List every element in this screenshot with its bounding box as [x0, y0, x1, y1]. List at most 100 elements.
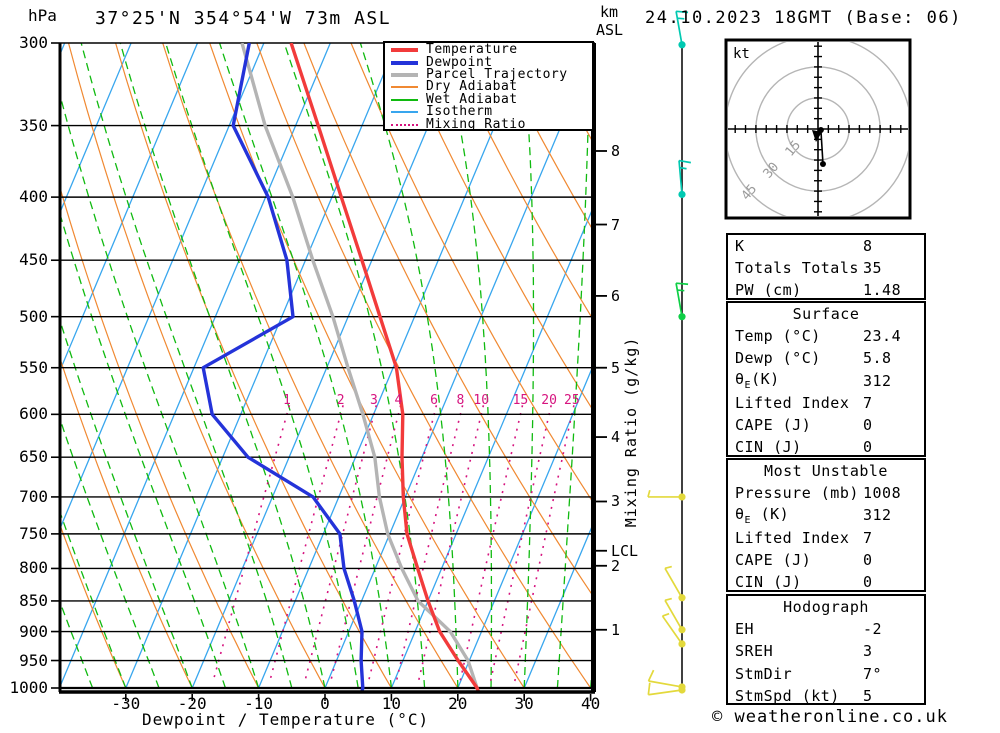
legend-item: Parcel Trajectory [385, 68, 592, 81]
mixing-ratio-value-label: 1 [283, 393, 291, 408]
pressure-tick-label: 500 [19, 306, 48, 326]
legend-label: Dewpoint [426, 54, 493, 70]
temp-tick-label: -20 [177, 694, 207, 713]
table-row-label: CAPE (J) [735, 416, 812, 435]
wind-barb [647, 682, 686, 696]
legend-item: Dewpoint [385, 54, 592, 70]
legend-label: Isotherm [426, 104, 493, 120]
table-row-label: CIN (J) [735, 438, 802, 457]
wind-barb [678, 159, 692, 199]
table-row-label: θE (K) [735, 504, 790, 526]
mixing-ratio-value-label: 2 [337, 393, 345, 408]
table-row-label: K [735, 237, 745, 256]
legend-label: Wet Adiabat [426, 91, 518, 107]
datetime-label: 24.10.2023 18GMT (Base: 06) [645, 8, 962, 28]
table-row-value: 8 [863, 237, 873, 256]
pressure-tick-label: 700 [19, 486, 48, 506]
table-row-value: 312 [863, 506, 892, 525]
wind-barb [647, 489, 686, 501]
pressure-tick-label: 550 [19, 357, 48, 377]
km-tick-label: 7 [611, 215, 621, 234]
table-row: CIN (J) 0 [728, 436, 924, 458]
table-row: CAPE (J) 0 [728, 549, 924, 571]
pressure-tick-label: 900 [19, 621, 48, 641]
km-tick-label: 4 [611, 428, 621, 447]
mixing-ratio-value-label: 8 [456, 393, 464, 408]
km-tick-label: 8 [611, 141, 621, 160]
mixing-ratio-axis-label: Mixing Ratio (g/kg) [622, 336, 640, 528]
table-row-label: CAPE (J) [735, 550, 812, 569]
series-dewpoint [201, 43, 365, 693]
table-row: StmDir 7° [728, 663, 924, 685]
legend-item: Wet Adiabat [385, 91, 592, 107]
pressure-tick-label: 750 [19, 523, 48, 543]
table-row: CIN (J) 0 [728, 571, 924, 593]
km-tick-label: 1 [611, 620, 621, 639]
table-row: CAPE (J) 0 [728, 414, 924, 436]
table-row-label: Totals Totals [735, 259, 859, 278]
temp-tick-label: -10 [244, 694, 274, 713]
wind-barb [675, 282, 689, 321]
km-tick-label: 5 [611, 358, 621, 377]
table-row-label: EH [735, 620, 755, 639]
temp-tick-label: 10 [381, 694, 402, 713]
table-row-value: 7° [863, 664, 883, 683]
legend-swatch-solid [391, 111, 418, 114]
mixing-ratio-value-label: 6 [430, 393, 438, 408]
pressure-tick-label: 600 [19, 404, 48, 424]
table-row-value: 3 [863, 642, 873, 661]
table-row-value: 5.8 [863, 349, 892, 368]
temp-tick-label: -30 [111, 694, 141, 713]
pressure-tick-label: 650 [19, 447, 48, 467]
table-row: SREH 3 [728, 640, 924, 662]
table-row-label: Temp (°C) [735, 327, 821, 346]
mixing-ratio-value-label: 15 [513, 393, 529, 408]
legend-swatch-dot [391, 123, 418, 126]
table-row-label: StmDir [735, 664, 793, 683]
table-row: Dewp (°C) 5.8 [728, 347, 924, 369]
legend-label: Mixing Ratio [426, 116, 526, 132]
table-hodograph-stats: Hodograph EH -2 SREH 3 StmDir 7° StmSpd (kt) 5 [726, 594, 926, 705]
table-row: Lifted Index 7 [728, 527, 924, 549]
mixing-ratio-value-label: 4 [394, 393, 402, 408]
table-row-value: 0 [863, 416, 873, 435]
table-row-value: 23.4 [863, 327, 902, 346]
wind-barb [664, 597, 686, 634]
table-row-value: 312 [863, 371, 892, 390]
lcl-label: LCL [611, 541, 639, 560]
table-row: StmSpd (kt) 5 [728, 685, 924, 707]
pressure-tick-label: 400 [19, 187, 48, 207]
pressure-tick-label: 1000 [9, 678, 48, 697]
station-title: 37°25'N 354°54'W 73m ASL [95, 8, 392, 29]
table-row-value: 1008 [863, 484, 902, 503]
table-row-label: Lifted Index [735, 528, 850, 547]
table-row: Temp (°C) 23.4 [728, 325, 924, 347]
series-parcel-trajectory [240, 43, 481, 693]
table-row-value: 7 [863, 393, 873, 412]
series-temperature [289, 43, 481, 693]
wind-barb-column [647, 10, 692, 696]
table-row-value: -2 [863, 620, 883, 639]
temp-tick-label: 30 [514, 694, 534, 713]
table-header: Most Unstable [764, 462, 888, 481]
km-tick-label: 2 [611, 556, 621, 575]
table-row: Lifted Index 7 [728, 392, 924, 414]
pressure-tick-label: 450 [19, 250, 48, 270]
legend-swatch-solid [391, 86, 418, 89]
pressure-tick-label: 850 [19, 590, 48, 610]
temp-tick-label: 40 [580, 694, 601, 713]
pressure-gridlines [51, 42, 595, 690]
table-most-unstable: Most Unstable Pressure (mb) 1008 θE (K) 312 L… [726, 458, 926, 592]
legend-swatch-solid [391, 48, 418, 53]
hodograph-unit-label: kt [733, 46, 750, 62]
sounding-curves [201, 43, 481, 693]
km-axis-header: km [600, 3, 619, 21]
legend-swatch-solid [391, 98, 418, 101]
legend-label: Temperature [426, 42, 518, 58]
table-row-label: θE(K) [735, 370, 780, 392]
pressure-unit-label: hPa [28, 6, 57, 25]
mixing-ratio-value-label: 10 [473, 393, 489, 408]
table-header: Hodograph [783, 598, 869, 617]
